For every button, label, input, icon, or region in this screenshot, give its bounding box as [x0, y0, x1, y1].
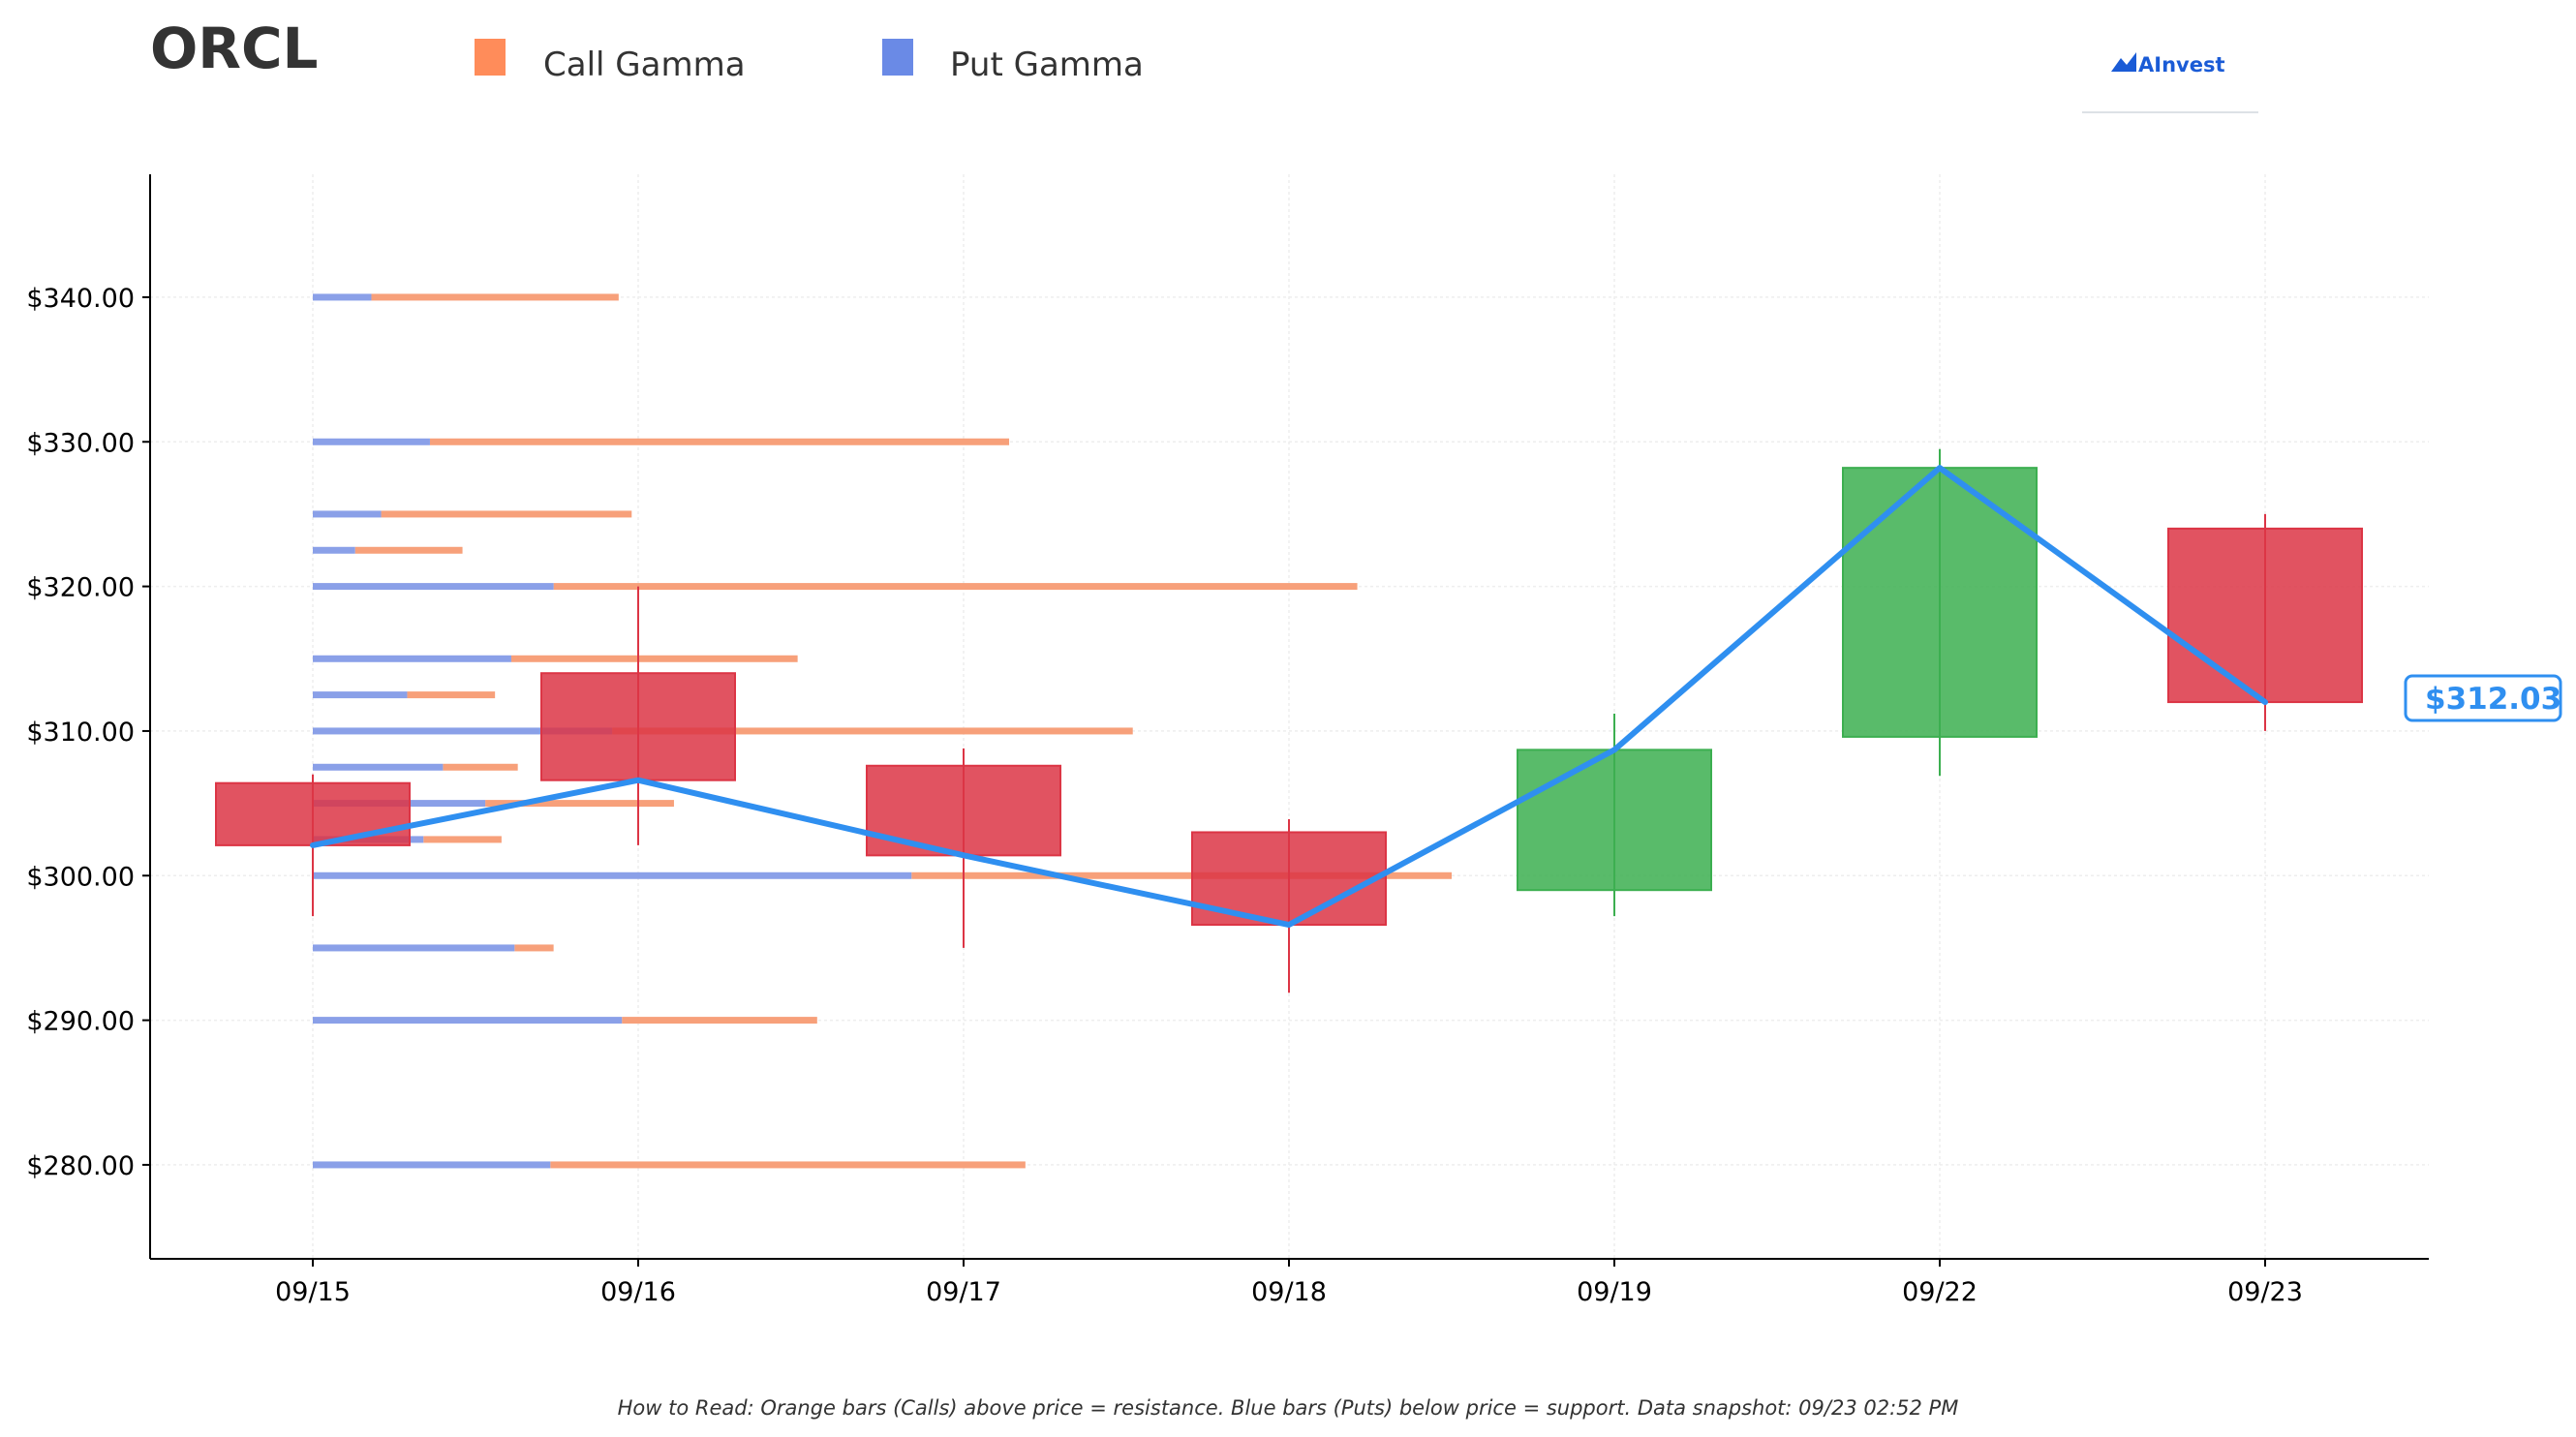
- put-gamma-bar: [313, 546, 355, 554]
- current-price-tag: $312.03: [2404, 674, 2562, 722]
- y-tick-label: $310.00: [26, 718, 135, 748]
- put-gamma-bar: [313, 763, 444, 771]
- put-gamma-bar: [313, 1161, 551, 1169]
- call-gamma-bar: [622, 1017, 817, 1024]
- call-gamma-bar: [553, 583, 1358, 591]
- put-gamma-bar: [313, 293, 372, 301]
- close-line-layer: [310, 465, 2268, 929]
- put-gamma-bar: [313, 655, 511, 662]
- close-price-line: [310, 465, 2268, 929]
- put-gamma-bar: [313, 510, 382, 518]
- footnote: How to Read: Orange bars (Calls) above p…: [618, 1396, 1959, 1420]
- put-gamma-bar: [313, 1017, 623, 1024]
- put-gamma-bar: [313, 944, 515, 952]
- x-tick-label: 09/15: [275, 1277, 351, 1307]
- call-gamma-bar: [612, 727, 1133, 735]
- call-gamma-bar: [371, 293, 619, 301]
- call-gamma-bar: [354, 546, 463, 554]
- call-gamma-bar: [911, 871, 1452, 879]
- x-tick-label: 09/22: [1902, 1277, 1978, 1307]
- axes-layer: $280.00 $290.00 $300.00 $310.00 $320.00 $330.…: [26, 174, 2429, 1307]
- call-gamma-bar: [429, 438, 1010, 445]
- x-tick-label: 09/19: [1577, 1277, 1652, 1307]
- gamma-bars-layer: [313, 293, 1452, 1169]
- call-gamma-bar: [443, 763, 518, 771]
- y-tick-label: $300.00: [26, 862, 135, 892]
- ticker-title: ORCL: [150, 15, 319, 81]
- legend-call-label: Call Gamma: [543, 46, 746, 84]
- put-gamma-bar: [313, 438, 430, 445]
- put-gamma-bar: [313, 871, 912, 879]
- put-gamma-bar: [313, 727, 613, 735]
- x-tick-label: 09/17: [926, 1277, 1001, 1307]
- y-tick-label: $290.00: [26, 1007, 135, 1037]
- candle-body: [1517, 749, 1712, 892]
- call-gamma-bar: [407, 691, 496, 699]
- brand-name: AInvest: [2138, 53, 2225, 76]
- x-tick-label: 09/23: [2227, 1277, 2303, 1307]
- candle-body: [540, 672, 736, 781]
- candles-layer: [215, 448, 2363, 994]
- call-gamma-bar: [485, 800, 674, 808]
- legend-call-swatch: [475, 39, 506, 76]
- call-gamma-bar: [510, 655, 798, 662]
- candle-body: [1842, 467, 2038, 738]
- x-tick-label: 09/18: [1251, 1277, 1327, 1307]
- x-tick-label: 09/16: [600, 1277, 676, 1307]
- candle-body: [215, 781, 411, 846]
- legend-put-label: Put Gamma: [950, 46, 1144, 84]
- current-price-box: [2404, 674, 2562, 722]
- call-gamma-bar: [550, 1161, 1026, 1169]
- call-gamma-bar: [381, 510, 632, 518]
- brand-logo: AInvest: [2082, 52, 2258, 113]
- call-gamma-bar: [423, 836, 502, 843]
- y-tick-label: $280.00: [26, 1151, 135, 1181]
- current-price-label: $312.03: [2425, 682, 2561, 717]
- y-tick-label: $330.00: [26, 428, 135, 458]
- candle-body: [2167, 527, 2363, 704]
- legend-put-swatch: [882, 39, 913, 76]
- call-gamma-bar: [514, 944, 554, 952]
- brand-chart-icon: [2111, 52, 2136, 72]
- y-tick-label: $320.00: [26, 573, 135, 603]
- grid-layer: [150, 174, 2429, 1259]
- put-gamma-bar: [313, 691, 408, 699]
- y-tick-label: $340.00: [26, 284, 135, 314]
- put-gamma-bar: [313, 583, 554, 591]
